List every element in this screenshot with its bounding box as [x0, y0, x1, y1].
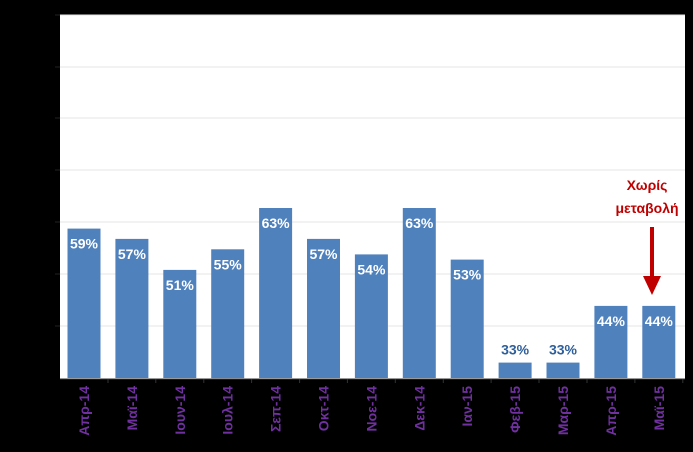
annotation-line-2: μεταβολή — [615, 200, 678, 216]
data-label: 33% — [501, 342, 530, 358]
data-label: 63% — [405, 215, 434, 231]
bar — [546, 362, 580, 378]
category-label: Μαϊ-14 — [124, 386, 140, 431]
category-label: Δεκ-14 — [411, 386, 427, 431]
data-labels: 59% 57% 51% 55% 63% 57% 54% 63% 53% 33% 33% 44% 44% — [70, 215, 673, 358]
annotation: Χωρίς μεταβολή — [615, 177, 679, 295]
category-label: Απρ-14 — [76, 386, 92, 436]
data-label: 33% — [549, 342, 578, 358]
data-label: 53% — [453, 267, 482, 283]
bar — [354, 254, 388, 378]
category-labels: Απρ-14 Μαϊ-14 Ιουν-14 Ιουλ-14 Σεπ-14 Οκτ-14 Νο… — [76, 379, 684, 436]
bar — [402, 208, 436, 378]
category-label: Νοε-14 — [363, 386, 379, 432]
bar — [307, 238, 340, 378]
bar — [211, 249, 245, 379]
data-label: 57% — [309, 246, 338, 262]
data-label: 57% — [118, 246, 147, 262]
data-label: 59% — [70, 236, 99, 252]
data-label: 51% — [166, 277, 195, 293]
bars — [67, 208, 676, 379]
bar — [163, 269, 197, 378]
category-label: Οκτ-14 — [316, 386, 332, 431]
bar — [498, 362, 532, 378]
category-label: Ιαν-15 — [459, 386, 475, 427]
category-label: Μαρ-15 — [555, 386, 571, 435]
bar — [67, 228, 101, 378]
category-label: Φεβ-15 — [507, 386, 523, 433]
data-label: 63% — [262, 215, 291, 231]
data-label: 44% — [645, 313, 674, 329]
data-label: 44% — [597, 313, 626, 329]
data-label: 55% — [214, 256, 243, 272]
category-label: Ιουλ-14 — [220, 386, 236, 435]
bar — [115, 238, 149, 378]
bar — [642, 305, 676, 378]
category-label: Μαϊ-15 — [651, 386, 667, 431]
category-label: Σεπ-14 — [268, 386, 284, 432]
bar — [259, 208, 293, 378]
annotation-line-1: Χωρίς — [627, 177, 668, 193]
bar — [594, 305, 628, 378]
bar — [450, 259, 484, 378]
category-label: Ιουν-14 — [172, 386, 188, 435]
down-arrow-icon — [643, 227, 661, 295]
category-label: Απρ-15 — [603, 386, 619, 436]
data-label: 54% — [357, 261, 386, 277]
